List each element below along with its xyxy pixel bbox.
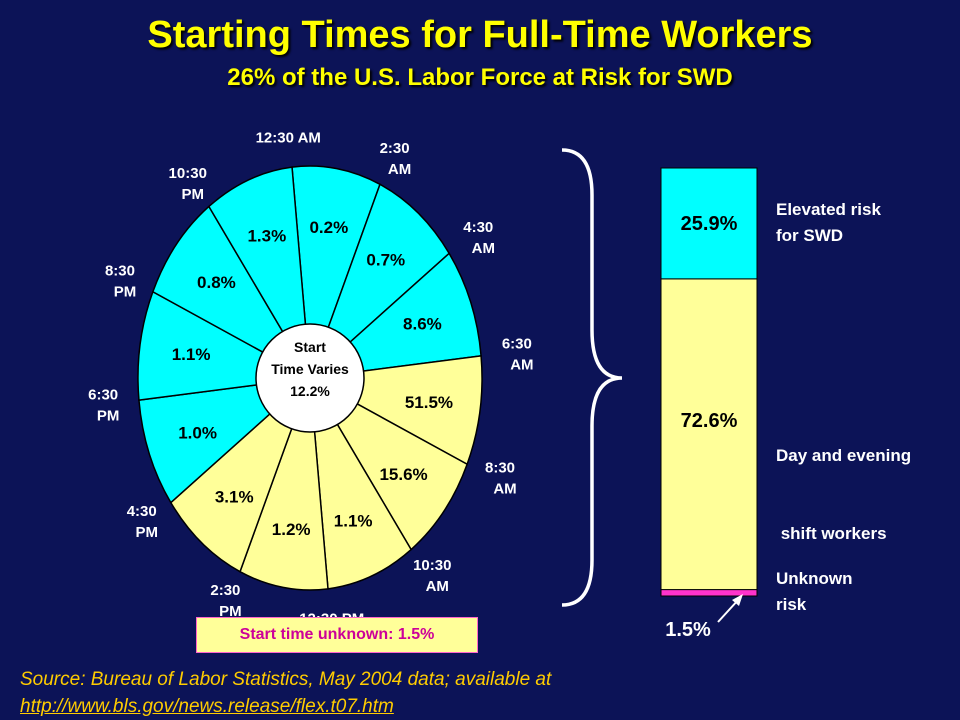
legend-elevated-line-2: for SWD: [776, 226, 844, 245]
unknown-pointer-arrowhead: [732, 594, 743, 606]
bar-segment-label: 1.5%: [665, 619, 711, 641]
legend-unknown-line-2: risk: [776, 595, 807, 614]
pie-slice-label: 8.6%: [403, 314, 442, 333]
legend-day-evening-line-1: Day and evening: [776, 446, 912, 465]
pie-slice-label: 1.3%: [247, 226, 286, 245]
pie-time-label: 8:30 PM: [105, 263, 136, 301]
pie-slice: [309, 183, 451, 379]
pie-time-label: 6:30 PM: [88, 386, 119, 424]
pie-slice: [309, 377, 413, 590]
unknown-start-note: Start time unknown: 1.5%: [196, 617, 478, 653]
pie-slice-label: 0.2%: [309, 218, 348, 237]
pie-slice-label: 0.8%: [197, 273, 236, 292]
pie-slice: [307, 376, 469, 551]
pie-slice-label: 3.1%: [215, 488, 254, 507]
center-label-value: 12.2%: [290, 383, 330, 399]
pie-time-label: 4:30 AM: [463, 219, 495, 257]
pie-slice-label: 15.6%: [379, 465, 427, 484]
bar-segment-label: 25.9%: [681, 213, 738, 235]
legend-unknown-line-1: Unknown: [776, 569, 853, 588]
bar-segment: [660, 167, 758, 280]
pie-slice-label: 1.1%: [334, 512, 373, 531]
stacked-bar: 1.5% 72.6% 25.9%: [660, 167, 758, 641]
source-citation: Source: Bureau of Labor Statistics, May …: [20, 666, 920, 720]
pie-time-label: 10:30 PM: [169, 165, 207, 203]
legend-day-evening: Day and evening shift workers: [776, 391, 911, 573]
chart-subtitle: 26% of the U.S. Labor Force at Risk for …: [227, 64, 733, 91]
center-circle: [255, 323, 365, 433]
pie-slice-label: 1.1%: [172, 345, 211, 364]
legend-day-evening-line-2: shift workers: [776, 524, 887, 543]
center-label-line-2: Time Varies: [271, 361, 349, 377]
pie-slice: [207, 166, 311, 379]
pie-slice-label: 51.5%: [405, 393, 453, 412]
source-link[interactable]: http://www.bls.gov/news.release/flex.t07…: [20, 696, 394, 717]
pie-time-label: 10:30 AM: [413, 557, 451, 595]
pie-time-label: 8:30 AM: [485, 459, 517, 497]
pie-time-label: 4:30 PM: [127, 503, 158, 541]
pie-time-label: 2:30 PM: [210, 582, 241, 620]
bar-segment-label: 72.6%: [681, 410, 738, 432]
legend-elevated-line-1: Elevated risk: [776, 200, 881, 219]
bar-segment: [660, 278, 758, 591]
pie-time-label: 2:30 AM: [380, 140, 412, 178]
pie-slice-label: 1.2%: [272, 520, 311, 539]
pie-slice: [169, 377, 311, 573]
legend-elevated-risk: Elevated risk for SWD: [776, 197, 881, 249]
pie-time-label: 12:30 AM: [256, 129, 321, 146]
grouping-brace: [561, 148, 623, 607]
source-text: Source: Bureau of Labor Statistics, May …: [20, 669, 552, 690]
center-label-line-1: Start: [294, 339, 326, 355]
pie-slice: [151, 205, 313, 380]
pie-slice-label: 1.0%: [178, 424, 217, 443]
pie-center: Start Time Varies 12.2%: [255, 323, 365, 433]
pie-slice-label: 0.7%: [366, 250, 405, 269]
legend-unknown-risk: Unknown risk: [776, 566, 853, 618]
chart-title: Starting Times for Full-Time Workers: [147, 14, 813, 56]
pie-time-label: 6:30 AM: [502, 336, 534, 374]
pie-value-labels: 0.2% 0.7% 8.6% 51.5% 15.6% 1.1% 1.2% 3.1% 1.0% 1.…: [172, 218, 453, 539]
